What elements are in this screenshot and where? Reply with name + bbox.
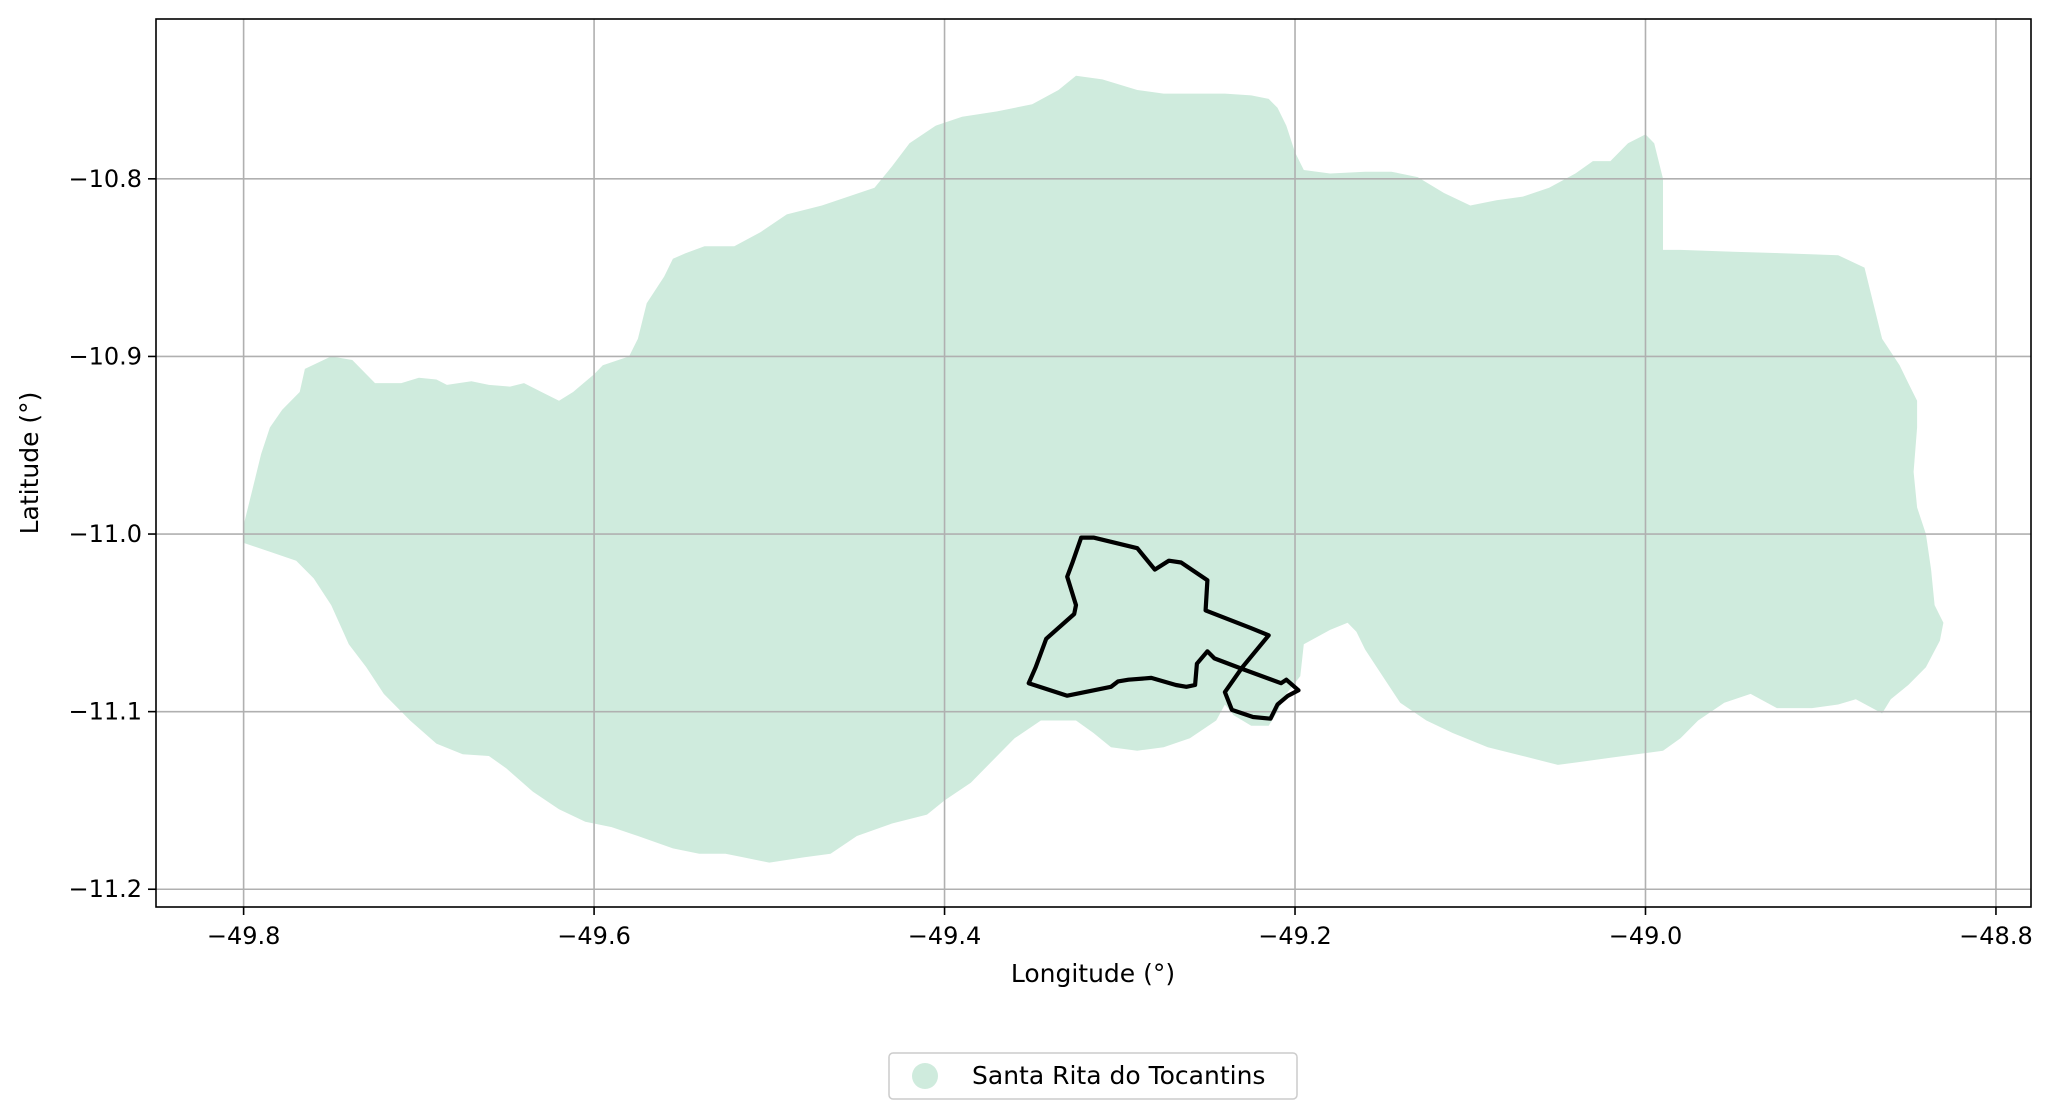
y-tick-label: −10.8 (68, 165, 142, 193)
x-axis: −49.8 −49.6 −49.4 −49.2 −49.0 −48.8 (207, 907, 2033, 950)
x-tick-label: −49.8 (207, 922, 281, 950)
x-tick-label: −49.6 (557, 922, 631, 950)
gridlines (156, 19, 2031, 907)
plot-area (155, 18, 2032, 908)
legend: Santa Rita do Tocantins (888, 1052, 1298, 1100)
y-axis: −10.8 −10.9 −11.0 −11.1 −11.2 (68, 165, 156, 903)
x-axis-label: Longitude (°) (1011, 959, 1175, 988)
plot-frame (155, 18, 2032, 908)
y-tick-label: −11.1 (68, 698, 142, 726)
x-tick-label: −49.2 (1258, 922, 1332, 950)
outline-layer (1026, 535, 1301, 721)
region-layer (243, 75, 1944, 863)
legend-label: Santa Rita do Tocantins (972, 1061, 1265, 1090)
x-tick-label: −48.8 (1959, 922, 2033, 950)
y-tick-label: −10.9 (68, 342, 142, 370)
boundary-outline (1026, 535, 1301, 721)
legend-box (888, 1052, 1298, 1100)
y-tick-label: −11.2 (68, 875, 142, 903)
region-polygon (243, 75, 1944, 863)
legend-marker (912, 1063, 938, 1089)
x-tick-label: −49.0 (1609, 922, 1683, 950)
y-tick-label: −11.0 (68, 520, 142, 548)
y-axis-label: Latitude (°) (15, 392, 44, 535)
x-tick-label: −49.4 (908, 922, 982, 950)
